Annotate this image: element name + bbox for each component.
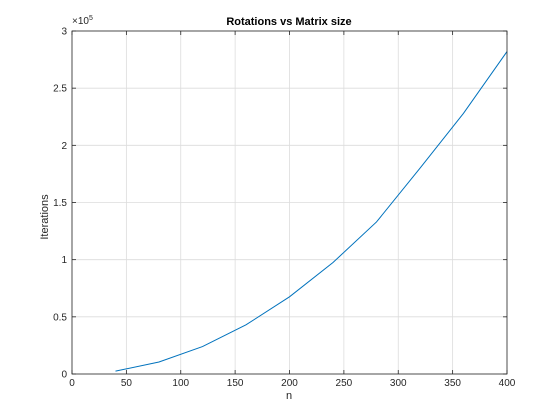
x-tick-label: 0 (69, 378, 75, 389)
series-layer (115, 51, 508, 372)
x-tick-label: 400 (499, 378, 516, 389)
y-tick-label: 0.5 (53, 312, 67, 323)
y-tick-label: 1.5 (53, 198, 67, 209)
y-tick-label: 1 (61, 255, 67, 266)
x-tick-label: 200 (281, 378, 298, 389)
y-tick-label: 0 (61, 370, 67, 381)
x-axis-label: n (286, 390, 292, 402)
x-tick-label: 350 (444, 378, 461, 389)
y-tick-label: 3 (61, 27, 67, 38)
x-tick-label: 100 (172, 378, 189, 389)
series-line (115, 51, 508, 372)
y-tick-label: 2.5 (53, 84, 67, 95)
chart-title: Rotations vs Matrix size (226, 16, 351, 28)
y-axis-label: Iterations (39, 194, 51, 240)
y-tick-label: 2 (61, 141, 67, 152)
x-tick-label: 50 (121, 378, 133, 389)
ticks-layer: 0 50 100 150 200 250 300 350 400 0 0.5 1 1.5 2 2.5 3 (53, 27, 516, 390)
x-tick-label: 300 (390, 378, 407, 389)
x-tick-label: 150 (227, 378, 244, 389)
x-tick-label: 250 (336, 378, 353, 389)
y-axis-exponent: ×105 (72, 15, 93, 27)
